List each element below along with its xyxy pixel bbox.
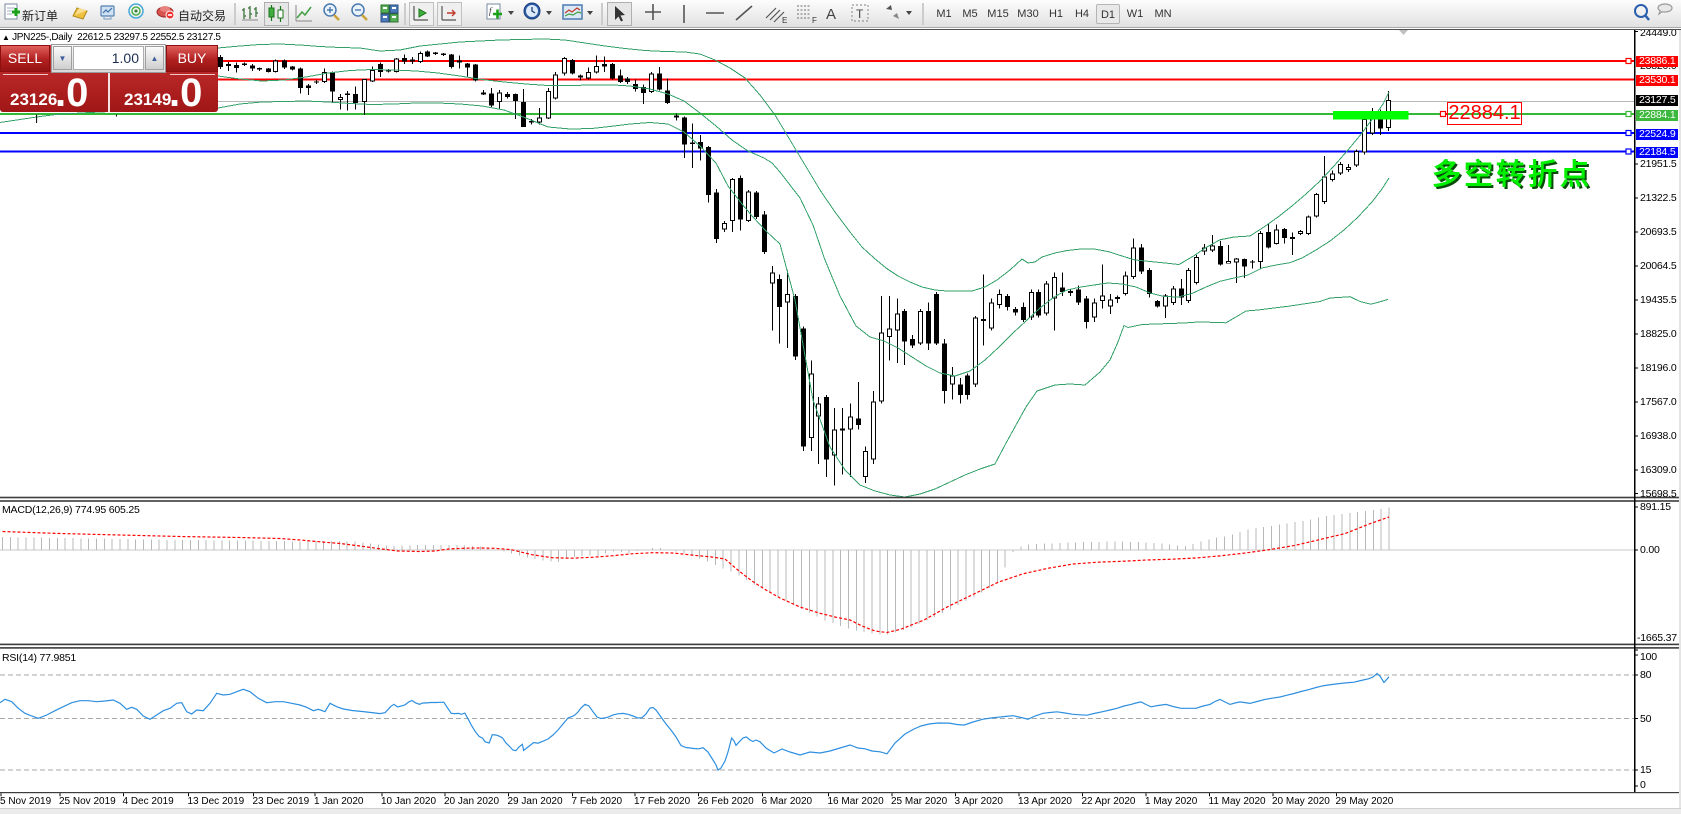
svg-text:T: T [856,7,864,21]
svg-text:F: F [812,16,817,25]
svg-text:A: A [826,6,836,23]
svg-text:E: E [782,16,787,25]
svg-text:f: f [489,6,493,16]
